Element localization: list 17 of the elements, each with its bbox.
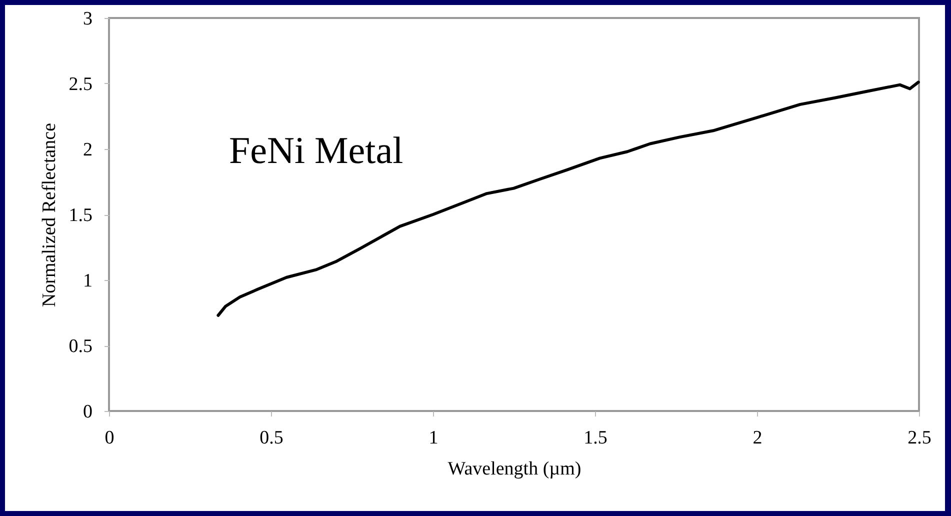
- y-axis-title: Normalized Reflectance: [38, 122, 60, 308]
- line-series: [216, 80, 920, 317]
- y-tick-label: 2.5: [68, 74, 92, 95]
- x-tick-label: 1: [428, 428, 438, 448]
- x-tick-label: 2: [752, 428, 762, 448]
- y-tick-label: 1: [83, 270, 92, 292]
- x-tick-label: 1.5: [584, 428, 608, 448]
- annotation: FeNi Metal: [229, 130, 404, 172]
- y-tick-label: 2: [83, 140, 92, 160]
- x-tick-label: 0: [104, 428, 114, 448]
- x-tick-label: 0.5: [260, 428, 284, 448]
- x-tick-label: 2.5: [908, 428, 932, 448]
- y-tick-label: 3: [83, 8, 92, 30]
- y-tick-label: 1.5: [68, 205, 92, 226]
- y-tick-label: 0: [83, 402, 92, 422]
- x-axis-title: Wavelength (µm): [448, 458, 582, 480]
- y-tick-label: 0.5: [68, 336, 92, 357]
